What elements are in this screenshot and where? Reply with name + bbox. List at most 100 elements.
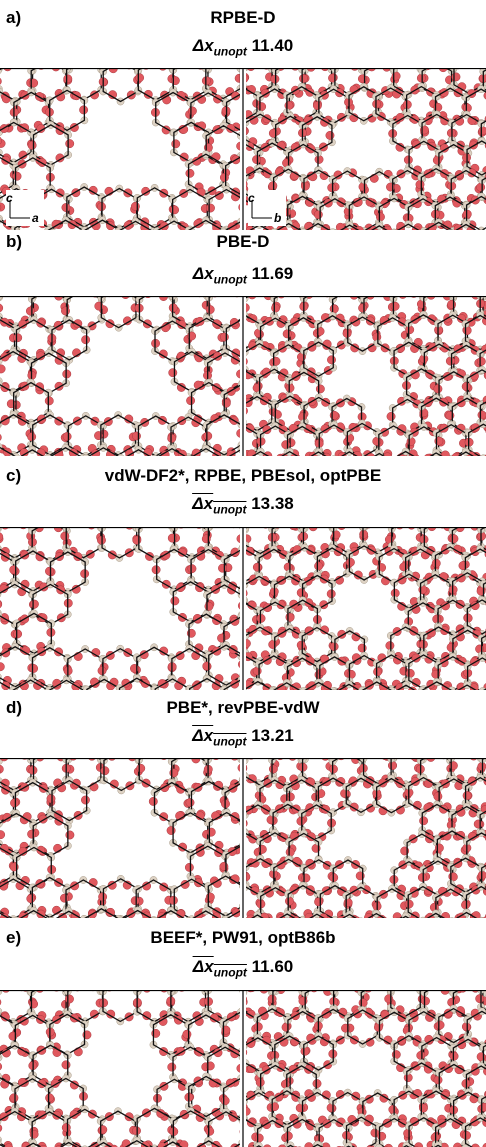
silicon-atom (238, 613, 245, 620)
oxygen-atom (79, 106, 87, 114)
silicon-atom (238, 685, 245, 690)
oxygen-atom (224, 212, 232, 220)
oxygen-atom (446, 357, 454, 365)
oxygen-atom (238, 602, 246, 610)
delta-value: 11.40 (252, 36, 294, 55)
oxygen-atom (237, 429, 245, 437)
panel-images (0, 296, 486, 456)
panel-images: cacb (0, 68, 486, 230)
oxygen-atom (299, 74, 307, 82)
oxygen-atom (314, 210, 322, 218)
oxygen-atom (26, 307, 34, 315)
oxygen-atom (29, 664, 37, 672)
oxygen-atom (233, 394, 241, 402)
oxygen-atom (343, 329, 351, 337)
oxygen-atom (236, 142, 244, 150)
oxygen-atom (358, 644, 366, 652)
oxygen-atom (221, 653, 229, 661)
oxygen-atom (132, 432, 140, 440)
delta-value: 13.21 (251, 726, 294, 745)
silicon-atom (241, 349, 248, 356)
oxygen-atom (269, 182, 277, 190)
oxygen-atom (330, 411, 338, 419)
oxygen-atom (0, 77, 1, 85)
axis-right-label: a (32, 211, 39, 225)
delta-symbol: Δx (193, 264, 214, 283)
oxygen-atom (202, 535, 210, 543)
oxygen-atom (137, 764, 145, 772)
oxygen-atom (404, 156, 412, 164)
silicon-atom (224, 659, 231, 666)
oxygen-atom (328, 183, 336, 191)
oxygen-atom (416, 180, 424, 188)
oxygen-atom (0, 600, 2, 608)
oxygen-atom (171, 76, 179, 84)
oxygen-atom (478, 411, 486, 419)
silicon-atom (241, 140, 248, 147)
delta-line: Δxunopt 11.69 (0, 264, 486, 286)
image-left (0, 296, 268, 456)
oxygen-atom (171, 597, 179, 605)
structure-image (210, 527, 486, 690)
oxygen-atom (162, 96, 170, 104)
oxygen-atom (477, 357, 485, 365)
oxygen-atom (372, 100, 380, 108)
oxygen-atom (13, 334, 21, 342)
silicon-atom (255, 643, 262, 650)
oxygen-atom (316, 385, 324, 393)
axis-right-label: b (274, 211, 281, 225)
oxygen-atom (245, 617, 253, 625)
figure: a)RPBE-DΔxunopt 11.40cacbb)PBE-DΔxunopt … (0, 0, 486, 1147)
silicon-atom (241, 581, 248, 588)
panel-images (0, 527, 486, 690)
oxygen-atom (432, 559, 440, 567)
oxygen-atom (233, 394, 241, 402)
oxygen-atom (240, 127, 248, 135)
oxygen-atom (186, 169, 194, 177)
oxygen-atom (222, 440, 230, 448)
silicon-atom (240, 216, 247, 223)
oxygen-atom (283, 330, 291, 338)
oxygen-atom (433, 156, 441, 164)
axis-up-label: c (248, 191, 255, 205)
silicon-atom (239, 117, 246, 124)
oxygen-atom (359, 530, 367, 538)
oxygen-atom (247, 415, 255, 423)
oxygen-atom (462, 382, 470, 390)
oxygen-atom (197, 188, 205, 196)
oxygen-atom (172, 140, 180, 148)
silicon-atom (224, 430, 231, 437)
oxygen-atom (313, 101, 321, 109)
oxygen-atom (387, 412, 395, 420)
silicon-atom (239, 402, 246, 409)
silicon-atom (224, 427, 231, 434)
delta-symbol-group: Δxunopt (193, 36, 247, 55)
oxygen-atom (434, 385, 442, 393)
silicon-atom (238, 421, 245, 428)
oxygen-atom (327, 356, 335, 364)
oxygen-atom (271, 75, 279, 83)
oxygen-atom (186, 396, 194, 404)
oxygen-atom (406, 669, 414, 677)
silicon-atom (241, 311, 248, 318)
oxygen-atom (203, 662, 211, 670)
oxygen-atom (229, 369, 237, 377)
delta-symbol-group: Δxunopt (192, 726, 246, 745)
oxygen-atom (101, 767, 109, 775)
oxygen-atom (235, 338, 243, 346)
oxygen-atom (231, 574, 239, 582)
oxygen-atom (370, 174, 378, 182)
oxygen-atom (464, 614, 472, 622)
oxygen-atom (358, 304, 366, 312)
oxygen-atom (233, 169, 241, 177)
oxygen-atom (222, 399, 230, 407)
oxygen-atom (330, 642, 338, 650)
oxygen-atom (214, 534, 222, 542)
oxygen-atom (241, 303, 249, 311)
oxygen-atom (253, 563, 261, 571)
oxygen-atom (286, 384, 294, 392)
silicon-atom (238, 381, 245, 388)
image-right (208, 296, 486, 456)
oxygen-atom (359, 183, 367, 191)
oxygen-atom (13, 630, 21, 638)
